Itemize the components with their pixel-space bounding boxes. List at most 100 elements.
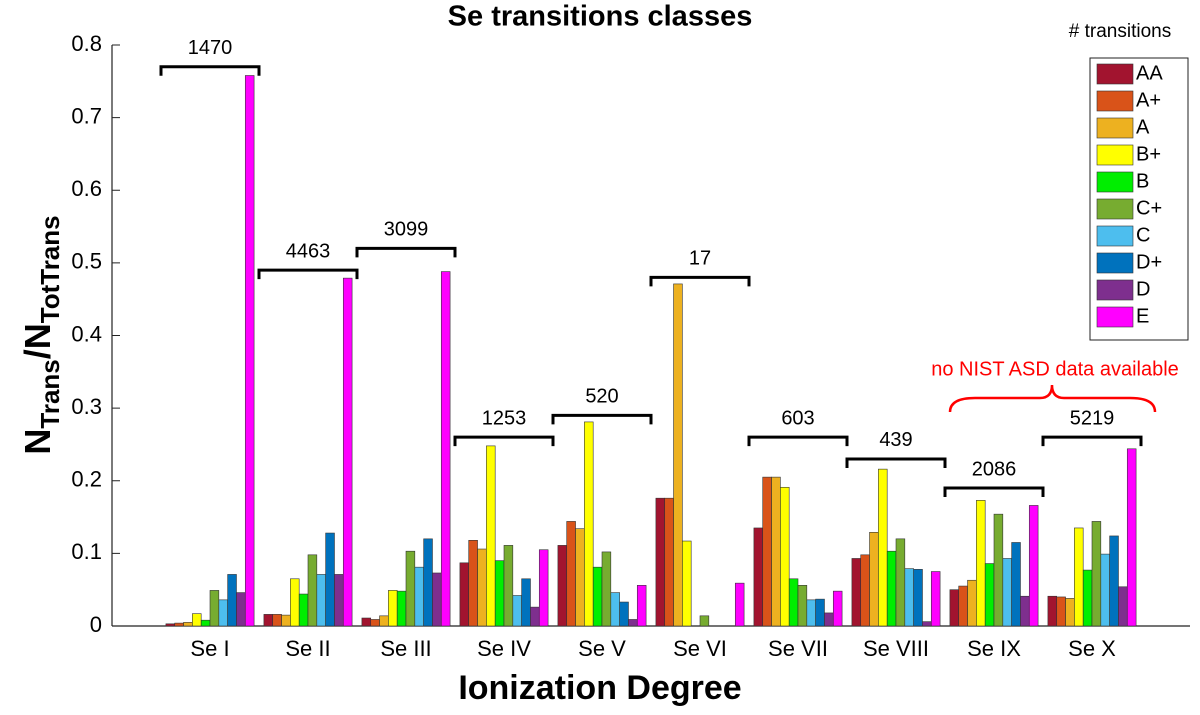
bracket-label: 1253 <box>482 407 527 429</box>
legend-swatch <box>1096 171 1134 193</box>
bracket <box>551 413 653 425</box>
bar <box>1109 535 1119 627</box>
bar <box>824 612 834 627</box>
y-tick-label: 0.7 <box>71 103 102 128</box>
bar <box>379 615 389 627</box>
bar <box>174 622 184 627</box>
bar <box>1002 558 1012 627</box>
x-tick-label: Se IV <box>477 636 531 661</box>
bracket <box>1041 435 1143 447</box>
bracket-label: 4463 <box>286 240 331 262</box>
bar <box>976 500 986 627</box>
bar <box>860 554 870 627</box>
bar <box>664 497 674 627</box>
annotation: no NIST ASD data available <box>931 358 1179 380</box>
bracket-label: 5219 <box>1070 407 1115 429</box>
bar <box>468 540 478 627</box>
bar <box>655 497 666 627</box>
legend-label: A+ <box>1136 89 1161 111</box>
bracket <box>355 246 457 258</box>
bar <box>636 585 647 627</box>
y-tick-label: 0.8 <box>71 31 102 56</box>
bar <box>930 571 941 627</box>
bar <box>869 532 879 627</box>
bar <box>780 486 790 627</box>
y-tick-label: 0.2 <box>71 467 102 492</box>
bracket <box>747 435 849 447</box>
bar <box>762 476 772 627</box>
legend-label: B+ <box>1136 143 1161 165</box>
annotation-brace <box>948 384 1157 413</box>
bar <box>244 75 255 627</box>
bar <box>334 574 344 627</box>
bar <box>753 527 764 627</box>
bar <box>538 549 549 627</box>
x-tick-label: Se I <box>190 636 229 661</box>
x-tick-label: Se VIII <box>863 636 929 661</box>
legend-swatch <box>1096 144 1134 166</box>
bar <box>440 271 451 627</box>
y-label-part: N <box>17 429 58 455</box>
bar <box>396 590 407 627</box>
legend-swatch <box>1096 252 1134 274</box>
bar <box>806 599 816 627</box>
bar <box>1126 448 1137 627</box>
y-label-part: TotTrans <box>35 215 65 323</box>
legend-swatch <box>1096 90 1134 112</box>
bar <box>218 599 228 627</box>
bar <box>699 615 710 627</box>
bracket <box>649 275 751 287</box>
bar <box>236 592 246 627</box>
legend-swatch <box>1096 279 1134 301</box>
bracket-label: 603 <box>781 407 814 429</box>
bar <box>1028 505 1039 627</box>
bar <box>432 572 442 627</box>
bar <box>682 540 692 627</box>
bar <box>1065 598 1075 627</box>
bar <box>832 590 843 627</box>
bracket-label: 3099 <box>384 219 429 241</box>
bar <box>1074 527 1084 627</box>
legend-label: B <box>1136 170 1149 192</box>
legend-swatch <box>1096 117 1134 139</box>
bar <box>298 593 309 627</box>
bar <box>797 585 808 627</box>
bar <box>530 606 540 627</box>
bar <box>209 590 220 627</box>
bar <box>165 623 176 627</box>
bar <box>771 476 781 627</box>
x-tick-label: Se V <box>578 636 626 661</box>
bar <box>984 563 995 627</box>
legend-label: C+ <box>1136 197 1162 219</box>
bar <box>183 622 193 627</box>
legend-label: E <box>1136 305 1149 327</box>
y-tick-label: 0 <box>90 612 102 637</box>
bracket-label: 1470 <box>188 37 233 59</box>
bar <box>227 574 237 627</box>
bar <box>361 617 372 627</box>
bar <box>734 582 745 627</box>
bar <box>290 578 300 627</box>
bracket <box>159 65 261 76</box>
bar <box>584 421 594 627</box>
bar <box>1091 521 1102 627</box>
x-tick-label: Se X <box>1068 636 1116 661</box>
bar <box>459 562 470 627</box>
bar <box>521 578 531 627</box>
y-label-part: /N <box>17 323 58 359</box>
x-tick-label: Se IX <box>967 636 1021 661</box>
bar <box>316 574 326 627</box>
bar <box>628 619 638 627</box>
chart-title: Se transitions classes <box>448 1 753 33</box>
bar <box>913 569 923 627</box>
bar <box>423 538 433 627</box>
bar <box>263 614 274 627</box>
y-tick-label: 0.1 <box>71 539 102 564</box>
x-tick-label: Se VI <box>673 636 727 661</box>
bar <box>388 590 398 627</box>
bar <box>949 589 960 627</box>
bar <box>1082 569 1093 627</box>
bar <box>592 566 603 627</box>
bar <box>1118 586 1128 627</box>
bar <box>673 283 683 627</box>
